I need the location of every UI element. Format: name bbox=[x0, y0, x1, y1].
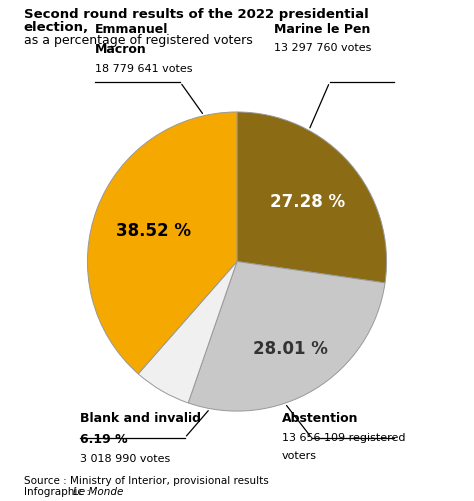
Text: Macron: Macron bbox=[95, 43, 146, 56]
Text: 13 656 109 registered: 13 656 109 registered bbox=[282, 432, 405, 442]
Text: 13 297 760 votes: 13 297 760 votes bbox=[274, 43, 372, 53]
Wedge shape bbox=[237, 113, 387, 284]
Text: as a percentage of registered voters: as a percentage of registered voters bbox=[24, 34, 253, 47]
Text: 3 018 990 votes: 3 018 990 votes bbox=[80, 453, 170, 463]
Text: voters: voters bbox=[282, 450, 317, 460]
Wedge shape bbox=[188, 262, 385, 411]
Text: Source : Ministry of Interior, provisional results: Source : Ministry of Interior, provision… bbox=[24, 475, 268, 485]
Text: 28.01 %: 28.01 % bbox=[253, 340, 328, 358]
Text: 18 779 641 votes: 18 779 641 votes bbox=[95, 64, 192, 74]
Text: 27.28 %: 27.28 % bbox=[270, 192, 345, 210]
Text: Blank and invalid: Blank and invalid bbox=[80, 411, 201, 424]
Text: Second round results of the 2022 presidential: Second round results of the 2022 preside… bbox=[24, 8, 368, 21]
Wedge shape bbox=[138, 262, 237, 403]
Text: Infographic :: Infographic : bbox=[24, 486, 93, 496]
Text: 38.52 %: 38.52 % bbox=[116, 221, 191, 239]
Text: Le Monde: Le Monde bbox=[73, 486, 124, 496]
Text: election,: election, bbox=[24, 21, 89, 34]
Text: 6.19 %: 6.19 % bbox=[80, 432, 128, 445]
Text: Emmanuel: Emmanuel bbox=[95, 23, 168, 36]
Wedge shape bbox=[87, 113, 237, 374]
Text: Abstention: Abstention bbox=[282, 411, 358, 424]
Text: Marine le Pen: Marine le Pen bbox=[274, 23, 371, 36]
